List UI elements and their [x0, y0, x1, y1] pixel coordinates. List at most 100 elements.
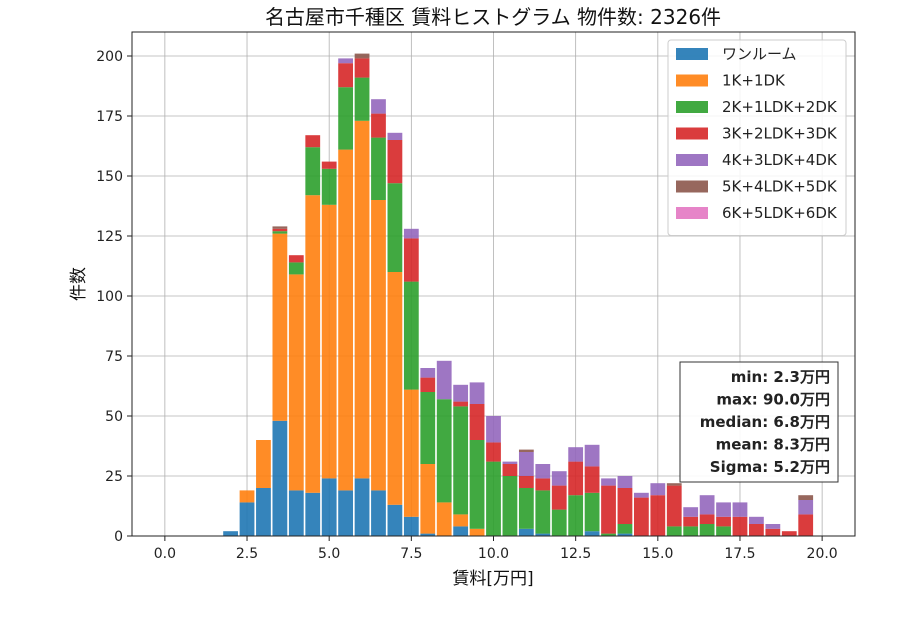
- bar-segment: [601, 485, 616, 534]
- bar-segment: [535, 490, 551, 534]
- legend-swatch: [676, 127, 708, 140]
- bar-segment: [387, 272, 403, 505]
- bar-segment: [518, 476, 534, 488]
- legend-label: 3K+2LDK+3DK: [722, 125, 838, 143]
- legend-swatch: [676, 74, 708, 87]
- bar-segment: [420, 368, 436, 378]
- bar-segment: [502, 464, 518, 476]
- bar-segment: [272, 420, 288, 536]
- y-axis-label: 件数: [69, 267, 89, 301]
- bar-segment: [650, 495, 666, 536]
- bar-segment: [518, 528, 534, 536]
- x-axis-label: 賃料[万円]: [452, 569, 533, 589]
- bar-segment: [420, 377, 436, 392]
- bar-segment: [354, 120, 370, 479]
- bar-segment: [716, 526, 731, 536]
- bar-segment: [683, 516, 699, 527]
- x-tick-label: 12.5: [560, 546, 591, 562]
- bar-segment: [436, 502, 452, 536]
- bar-segment: [617, 533, 633, 536]
- bar-segment: [716, 516, 731, 527]
- stats-line: max: 90.0万円: [716, 391, 830, 409]
- bar-segment: [453, 526, 469, 536]
- x-tick-label: 17.5: [724, 546, 755, 562]
- y-tick-label: 150: [96, 169, 123, 185]
- bar-segment: [617, 476, 633, 488]
- bar-segment: [666, 485, 682, 527]
- legend-box: [667, 39, 847, 236]
- bar-segment: [288, 262, 304, 275]
- bar-segment: [436, 399, 452, 503]
- bar-segment: [420, 533, 436, 536]
- bar-segment: [403, 238, 419, 282]
- bar-segment: [321, 204, 337, 479]
- bar-segment: [584, 444, 600, 467]
- bar-segment: [288, 490, 304, 536]
- bar-segment: [650, 483, 666, 496]
- bar-segment: [305, 195, 321, 493]
- stats-frame: [679, 361, 839, 483]
- bar-segment: [338, 87, 354, 150]
- y-tick-label: 100: [96, 289, 123, 305]
- bar-segment: [732, 516, 748, 536]
- legend-label: 4K+3LDK+4DK: [722, 151, 838, 169]
- bars: [223, 53, 814, 536]
- bar-segment: [305, 147, 321, 196]
- bar-segment: [469, 528, 485, 536]
- bar-segment: [371, 137, 386, 200]
- bar-segment: [716, 502, 731, 517]
- bar-segment: [403, 228, 419, 239]
- bar-segment: [666, 526, 682, 536]
- bar-segment: [305, 492, 321, 536]
- bar-segment: [486, 461, 501, 536]
- bar-segment: [371, 490, 386, 536]
- bar-segment: [551, 471, 567, 486]
- y-axis-ticks: 0 25 50 75 100 125 150 175 200: [96, 49, 132, 545]
- bar-segment: [551, 485, 567, 510]
- bar-segment: [699, 514, 715, 524]
- bar-segment: [436, 360, 452, 400]
- bar-segment: [699, 524, 715, 536]
- y-tick-label: 125: [96, 229, 123, 245]
- bar-segment: [683, 526, 699, 536]
- bar-segment: [518, 449, 534, 452]
- bar-segment: [749, 524, 764, 536]
- bar-segment: [617, 524, 633, 534]
- stats-box: min: 2.3万円 max: 90.0万円 median: 6.8万円 mean: …: [679, 361, 839, 483]
- bar-segment: [354, 478, 370, 536]
- bar-segment: [535, 464, 551, 479]
- bar-segment: [535, 533, 551, 536]
- bar-segment: [239, 502, 255, 536]
- legend-swatch: [676, 180, 708, 193]
- x-tick-label: 5.0: [318, 546, 340, 562]
- bar-segment: [387, 132, 403, 140]
- bar-segment: [453, 384, 469, 402]
- bar-segment: [633, 497, 649, 536]
- bar-segment: [371, 200, 386, 491]
- bar-segment: [453, 406, 469, 515]
- bar-segment: [338, 490, 354, 536]
- bar-segment: [272, 233, 288, 421]
- bar-segment: [321, 168, 337, 205]
- bar-segment: [568, 461, 584, 496]
- bar-segment: [403, 516, 419, 536]
- legend-label: 5K+4LDK+5DK: [722, 178, 838, 196]
- bar-segment: [256, 488, 271, 536]
- bar-segment: [469, 404, 485, 440]
- bar-segment: [617, 488, 633, 524]
- y-tick-label: 50: [105, 409, 123, 425]
- legend-label: 6K+5LDK+6DK: [722, 204, 838, 222]
- bar-segment: [371, 113, 386, 138]
- bar-segment: [568, 495, 584, 536]
- bar-segment: [354, 58, 370, 78]
- bar-segment: [699, 495, 715, 515]
- bar-segment: [798, 500, 814, 515]
- chart-title: 名古屋市千種区 賃料ヒストグラム 物件数: 2326件: [265, 5, 721, 29]
- y-tick-label: 25: [105, 469, 123, 485]
- bar-segment: [486, 442, 501, 462]
- bar-segment: [403, 281, 419, 390]
- bar-segment: [338, 149, 354, 491]
- bar-segment: [551, 509, 567, 536]
- y-tick-label: 175: [96, 109, 123, 125]
